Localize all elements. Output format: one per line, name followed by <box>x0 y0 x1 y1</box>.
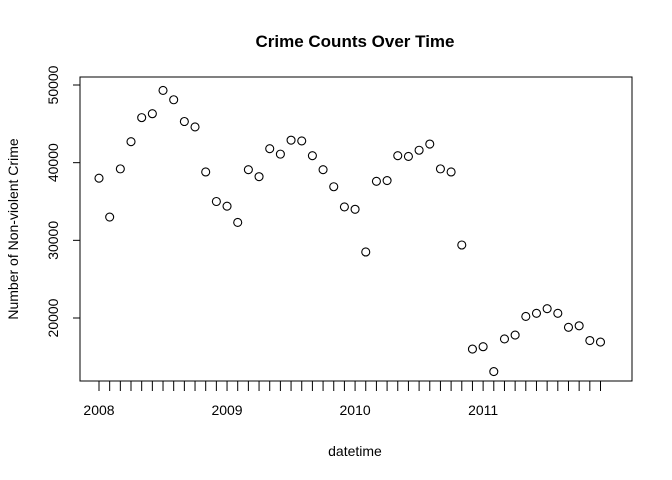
data-point <box>254 172 264 182</box>
data-point <box>158 85 168 95</box>
data-point <box>542 304 552 314</box>
y-axis: 20000 30000 40000 50000 <box>45 65 81 337</box>
data-point <box>94 173 104 183</box>
data-point <box>339 202 349 212</box>
data-point <box>115 164 125 174</box>
data-point <box>211 196 221 207</box>
data-point <box>510 330 520 340</box>
data-point <box>553 308 563 318</box>
data-point <box>531 308 542 318</box>
data-point <box>297 136 307 146</box>
data-point <box>265 144 275 154</box>
x-tick-label: 2009 <box>211 402 242 418</box>
y-tick-label: 20000 <box>45 298 61 337</box>
data-point <box>286 135 296 145</box>
data-point <box>521 311 531 321</box>
data-point <box>126 137 136 147</box>
data-point <box>563 322 574 332</box>
data-point <box>499 334 510 344</box>
data-point <box>467 344 478 354</box>
data-point <box>318 165 328 175</box>
data-point <box>137 113 147 123</box>
data-point <box>179 116 189 127</box>
data-point <box>382 175 392 186</box>
data-point <box>425 139 435 149</box>
plot-frame <box>79 76 633 382</box>
data-point <box>585 335 595 346</box>
data-point <box>201 167 211 177</box>
data-point <box>361 247 371 257</box>
data-point <box>478 342 488 352</box>
data-point <box>307 151 317 161</box>
data-point <box>275 149 285 159</box>
chart-title: Crime Counts Over Time <box>255 32 454 51</box>
data-point <box>446 167 456 177</box>
x-axis: 2008 2009 2010 2011 <box>83 380 601 418</box>
x-tick-label: 2008 <box>83 402 114 418</box>
data-point <box>147 109 157 119</box>
x-tick-label: 2011 <box>468 402 498 418</box>
y-tick-label: 30000 <box>45 221 61 260</box>
data-point <box>243 165 253 175</box>
y-tick-label: 40000 <box>45 143 61 182</box>
data-point <box>403 151 413 162</box>
data-point <box>371 176 381 186</box>
data-point <box>574 321 584 331</box>
x-tick-label: 2010 <box>340 402 371 418</box>
data-point <box>435 164 445 174</box>
data-point <box>489 367 499 377</box>
x-axis-label: datetime <box>328 443 382 459</box>
data-points <box>94 85 606 377</box>
data-point <box>233 217 243 228</box>
data-point <box>457 240 467 250</box>
data-point <box>329 182 339 192</box>
data-point <box>190 122 200 132</box>
y-axis-label: Number of Non-violent Crime <box>5 138 21 319</box>
data-point <box>393 151 403 161</box>
y-tick-label: 50000 <box>45 65 61 104</box>
data-point <box>222 201 232 211</box>
data-point <box>169 95 179 105</box>
data-point <box>595 337 606 347</box>
data-point <box>414 145 424 155</box>
data-point <box>350 204 360 214</box>
data-point <box>105 212 115 222</box>
